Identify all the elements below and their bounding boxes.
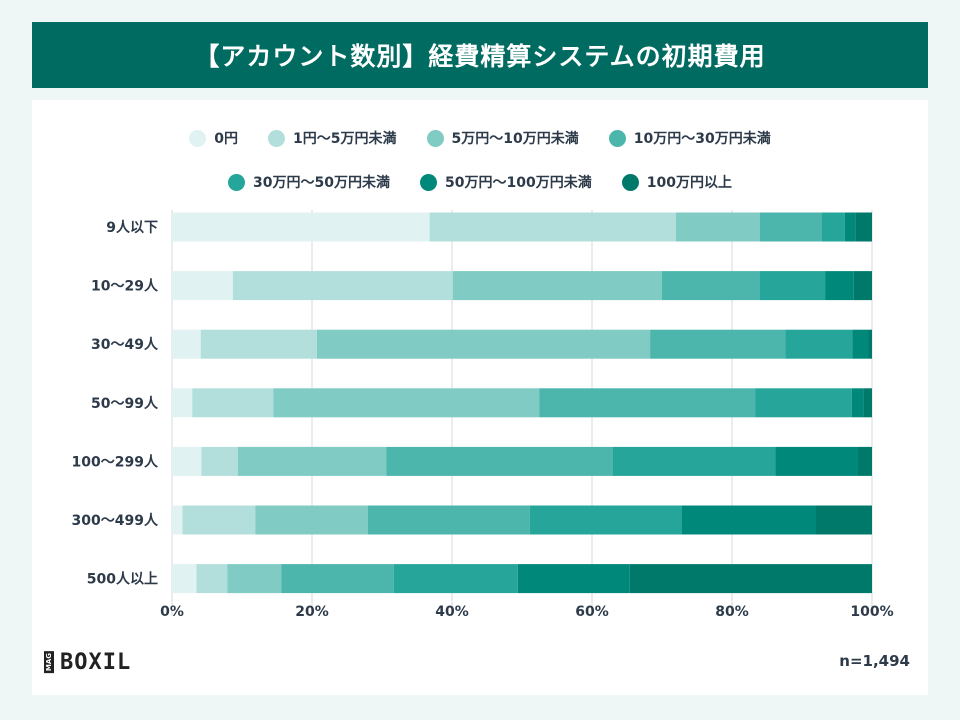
bar-segment bbox=[613, 446, 776, 476]
bar-segment bbox=[316, 329, 651, 359]
bar-segment bbox=[517, 564, 630, 594]
category-label: 100〜299人 bbox=[72, 453, 159, 470]
legend-label: 10万円〜30万円未満 bbox=[633, 131, 771, 147]
legend-label: 1円〜5万円未満 bbox=[293, 131, 397, 147]
bar-segment bbox=[816, 505, 872, 535]
bar-segment bbox=[529, 505, 682, 535]
bar-segment bbox=[825, 271, 854, 301]
legend-row-1: 0円 1円〜5万円未満 5万円〜10万円未満 10万円〜30万円未満 bbox=[32, 128, 928, 148]
bar-segment bbox=[386, 446, 613, 476]
legend-item: 100万円以上 bbox=[621, 172, 732, 192]
legend-label: 50万円〜100万円未満 bbox=[445, 175, 592, 191]
legend-label: 100万円以上 bbox=[646, 175, 732, 191]
legend-swatch bbox=[189, 129, 207, 147]
bar-segment bbox=[760, 212, 822, 242]
bar-segment bbox=[196, 564, 228, 594]
chart-title: 【アカウント数別】経費精算システムの初期費用 bbox=[194, 42, 766, 71]
bar-segment bbox=[368, 505, 530, 535]
bar-segment bbox=[681, 505, 816, 535]
x-tick-label: 20% bbox=[295, 604, 329, 620]
sample-size-note: n=1,494 bbox=[839, 652, 910, 670]
category-label: 300〜499人 bbox=[72, 512, 159, 529]
legend-item: 50万円〜100万円未満 bbox=[420, 172, 592, 192]
bar-segment bbox=[255, 505, 368, 535]
title-banner: 【アカウント数別】経費精算システムの初期費用 bbox=[32, 22, 928, 88]
legend-row-2: 30万円〜50万円未満 50万円〜100万円未満 100万円以上 bbox=[32, 172, 928, 192]
bar-segment bbox=[393, 564, 518, 594]
legend-swatch bbox=[268, 129, 286, 147]
bar-segment bbox=[273, 388, 540, 418]
bar-segment bbox=[172, 446, 202, 476]
bar-segment bbox=[852, 329, 869, 359]
boxil-logo: MAG BOXIL bbox=[44, 650, 131, 675]
bar-segment bbox=[281, 564, 394, 594]
bar-segment bbox=[755, 388, 852, 418]
legend-swatch bbox=[621, 173, 639, 191]
bar-segment bbox=[172, 271, 233, 301]
category-label: 10〜29人 bbox=[91, 278, 159, 295]
legend-item: 30万円〜50万円未満 bbox=[228, 172, 390, 192]
bar-segment bbox=[676, 212, 760, 242]
category-label: 500人以上 bbox=[87, 571, 158, 588]
legend-swatch bbox=[608, 129, 626, 147]
bar-segment bbox=[182, 505, 256, 535]
bar-segment bbox=[785, 329, 853, 359]
bar-segment bbox=[844, 212, 856, 242]
legend-label: 30万円〜50万円未満 bbox=[253, 175, 390, 191]
category-label: 9人以下 bbox=[106, 219, 158, 236]
legend-swatch bbox=[420, 173, 437, 191]
bar-segment bbox=[868, 329, 872, 359]
bar-segment bbox=[172, 564, 197, 594]
bar-segment bbox=[172, 505, 183, 535]
bar-segment bbox=[853, 271, 872, 301]
bar-segment bbox=[232, 271, 453, 301]
bar-segment bbox=[662, 271, 760, 301]
bar-segment bbox=[452, 271, 662, 301]
bar-segment bbox=[650, 329, 786, 359]
bar-segment bbox=[201, 446, 238, 476]
bar-segment bbox=[629, 564, 872, 594]
legend-item: 10万円〜30万円未満 bbox=[608, 128, 771, 148]
legend-swatch bbox=[426, 129, 444, 147]
legend-item: 0円 bbox=[189, 128, 238, 148]
x-tick-label: 60% bbox=[575, 604, 609, 620]
bar-segment bbox=[192, 388, 274, 418]
bar-segment bbox=[227, 564, 282, 594]
bar-segment bbox=[775, 446, 858, 476]
bar-segment bbox=[200, 329, 317, 359]
bar-segment bbox=[172, 329, 201, 359]
bar-segment bbox=[858, 446, 872, 476]
bar-segment bbox=[237, 446, 387, 476]
legend-item: 1円〜5万円未満 bbox=[268, 128, 397, 148]
bar-segment bbox=[172, 388, 193, 418]
bar-segment bbox=[855, 212, 872, 242]
x-tick-label: 80% bbox=[715, 604, 749, 620]
bar-segment bbox=[539, 388, 756, 418]
x-tick-label: 100% bbox=[850, 604, 893, 620]
legend-swatch bbox=[228, 173, 246, 191]
logo-badge: MAG bbox=[44, 651, 54, 674]
category-label: 50〜99人 bbox=[91, 395, 159, 412]
x-tick-label: 0% bbox=[160, 604, 184, 620]
legend-label: 0円 bbox=[214, 131, 239, 147]
bar-segment bbox=[760, 271, 826, 301]
bar-segment bbox=[851, 388, 864, 418]
legend-item: 5万円〜10万円未満 bbox=[426, 128, 579, 148]
bar-segment bbox=[172, 212, 430, 242]
category-label: 30〜49人 bbox=[91, 336, 159, 353]
bar-segment bbox=[429, 212, 676, 242]
bar-segment bbox=[863, 388, 872, 418]
logo-text: BOXIL bbox=[60, 650, 132, 675]
x-tick-label: 40% bbox=[435, 604, 469, 620]
legend-label: 5万円〜10万円未満 bbox=[451, 131, 579, 147]
bar-segment bbox=[821, 212, 845, 242]
